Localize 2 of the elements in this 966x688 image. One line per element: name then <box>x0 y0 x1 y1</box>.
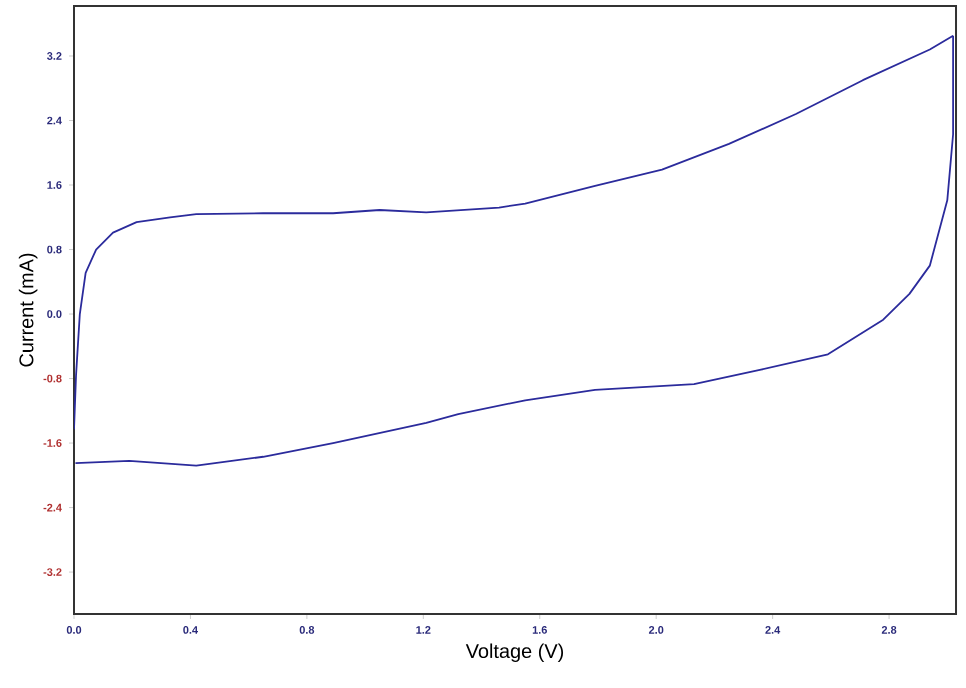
y-axis-title: Current (mA) <box>18 253 38 367</box>
x-axis-title: Voltage (V) <box>465 643 564 663</box>
